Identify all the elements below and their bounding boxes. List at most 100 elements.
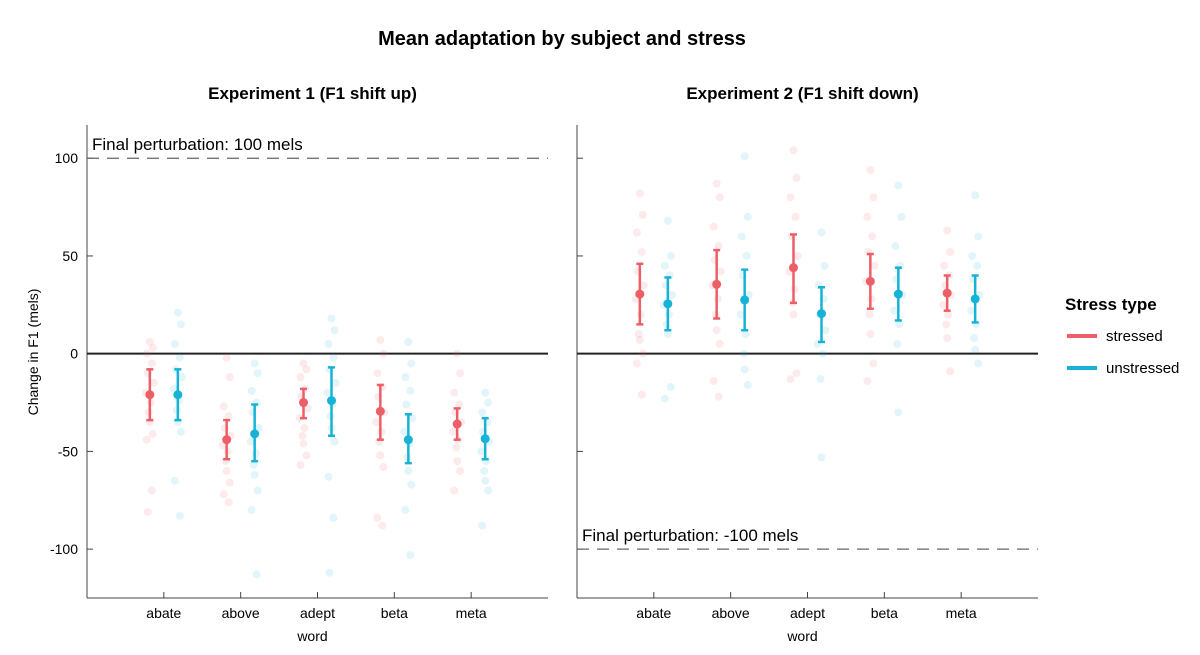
subject-point-stressed bbox=[863, 212, 872, 221]
subject-point-unstressed bbox=[736, 310, 745, 319]
subject-point-unstressed bbox=[666, 382, 675, 391]
subject-point-unstressed bbox=[478, 408, 487, 417]
subject-point-stressed bbox=[302, 451, 311, 460]
subject-point-stressed bbox=[638, 210, 647, 219]
mean-point-unstressed bbox=[740, 295, 750, 305]
subject-point-stressed bbox=[296, 461, 305, 470]
subject-point-unstressed bbox=[323, 388, 332, 397]
subject-point-unstressed bbox=[821, 326, 830, 335]
mean-point-unstressed bbox=[893, 289, 903, 299]
subject-point-unstressed bbox=[663, 330, 672, 339]
subject-point-unstressed bbox=[400, 427, 409, 436]
subject-point-unstressed bbox=[175, 353, 184, 362]
subject-point-stressed bbox=[379, 463, 388, 472]
subject-point-stressed bbox=[791, 212, 800, 221]
subject-point-stressed bbox=[939, 300, 948, 309]
subject-point-stressed bbox=[147, 359, 156, 368]
subject-point-stressed bbox=[709, 222, 718, 231]
subject-point-unstressed bbox=[246, 437, 255, 446]
legend: Stress type stressed unstressed bbox=[1065, 295, 1179, 377]
subject-point-unstressed bbox=[971, 191, 980, 200]
subject-point-stressed bbox=[869, 193, 878, 202]
subject-point-unstressed bbox=[970, 334, 979, 343]
subject-point-stressed bbox=[639, 281, 648, 290]
x-tick-label: meta bbox=[946, 605, 977, 621]
x-tick-label: beta bbox=[381, 605, 408, 621]
subject-point-unstressed bbox=[324, 472, 333, 481]
subject-point-unstressed bbox=[740, 365, 749, 374]
subject-point-stressed bbox=[147, 486, 156, 495]
y-tick-label: 50 bbox=[62, 248, 78, 264]
subject-point-stressed bbox=[712, 179, 721, 188]
mean-point-stressed bbox=[299, 398, 308, 408]
subject-point-stressed bbox=[222, 353, 231, 362]
subject-point-stressed bbox=[378, 521, 387, 530]
subject-point-unstressed bbox=[660, 261, 669, 270]
subject-point-stressed bbox=[142, 349, 151, 358]
subject-point-stressed bbox=[376, 451, 385, 460]
subject-point-unstressed bbox=[818, 349, 827, 358]
legend-label-stressed: stressed bbox=[1106, 328, 1163, 345]
subject-point-stressed bbox=[866, 330, 875, 339]
subject-point-unstressed bbox=[741, 330, 750, 339]
subject-point-stressed bbox=[632, 359, 641, 368]
subject-point-unstressed bbox=[170, 476, 179, 485]
subject-point-stressed bbox=[373, 513, 382, 522]
subject-point-stressed bbox=[866, 165, 875, 174]
mean-point-stressed bbox=[865, 276, 875, 286]
subject-point-stressed bbox=[943, 226, 952, 235]
subject-point-stressed bbox=[145, 337, 154, 346]
subject-point-unstressed bbox=[893, 339, 902, 348]
subject-point-stressed bbox=[635, 336, 644, 344]
subject-point-stressed bbox=[456, 369, 465, 378]
subject-point-stressed bbox=[453, 349, 462, 358]
subject-point-stressed bbox=[715, 193, 724, 202]
subject-point-stressed bbox=[225, 478, 234, 487]
subject-point-stressed bbox=[453, 457, 462, 466]
y-tick-label: 100 bbox=[55, 150, 79, 166]
subject-point-stressed bbox=[299, 439, 308, 448]
subject-point-unstressed bbox=[404, 337, 413, 346]
subject-point-unstressed bbox=[170, 339, 179, 348]
subject-point-stressed bbox=[302, 365, 311, 374]
subject-point-stressed bbox=[449, 427, 458, 436]
subject-point-stressed bbox=[372, 418, 381, 427]
subject-point-stressed bbox=[142, 435, 151, 444]
subject-point-unstressed bbox=[895, 320, 904, 329]
subject-point-unstressed bbox=[743, 212, 752, 221]
subject-point-stressed bbox=[148, 343, 157, 352]
subject-point-unstressed bbox=[974, 232, 983, 241]
subject-point-unstressed bbox=[660, 394, 669, 403]
mean-point-unstressed bbox=[970, 294, 980, 304]
subject-point-stressed bbox=[298, 431, 307, 440]
subject-point-stressed bbox=[224, 498, 233, 507]
x-axis-label: word bbox=[786, 628, 817, 644]
subject-point-unstressed bbox=[897, 212, 906, 221]
subject-point-stressed bbox=[222, 466, 231, 475]
subject-point-stressed bbox=[373, 369, 382, 378]
subject-point-stressed bbox=[296, 373, 305, 382]
x-tick-label: adept bbox=[790, 605, 825, 621]
subject-point-unstressed bbox=[817, 453, 826, 462]
perturbation-label: Final perturbation: 100 mels bbox=[92, 135, 303, 154]
subject-point-stressed bbox=[637, 390, 646, 399]
mean-point-stressed bbox=[635, 289, 645, 299]
subject-point-unstressed bbox=[406, 551, 415, 559]
mean-point-unstressed bbox=[327, 396, 336, 406]
subject-point-stressed bbox=[300, 423, 309, 432]
subject-point-unstressed bbox=[253, 369, 262, 378]
subject-point-unstressed bbox=[330, 326, 339, 335]
subject-point-unstressed bbox=[247, 506, 256, 515]
subject-point-stressed bbox=[869, 359, 878, 368]
subject-point-stressed bbox=[793, 251, 802, 260]
mean-point-stressed bbox=[789, 263, 798, 273]
subject-point-unstressed bbox=[817, 228, 826, 237]
subject-point-stressed bbox=[715, 339, 724, 348]
subject-point-unstressed bbox=[250, 359, 259, 368]
x-tick-label: above bbox=[222, 605, 260, 621]
subject-point-stressed bbox=[299, 359, 308, 368]
subject-point-unstressed bbox=[667, 291, 676, 300]
panel-experiment-1: Experiment 1 (F1 shift up) -100 -50 0 50 100 a… bbox=[50, 84, 548, 644]
subject-point-stressed bbox=[149, 379, 158, 387]
